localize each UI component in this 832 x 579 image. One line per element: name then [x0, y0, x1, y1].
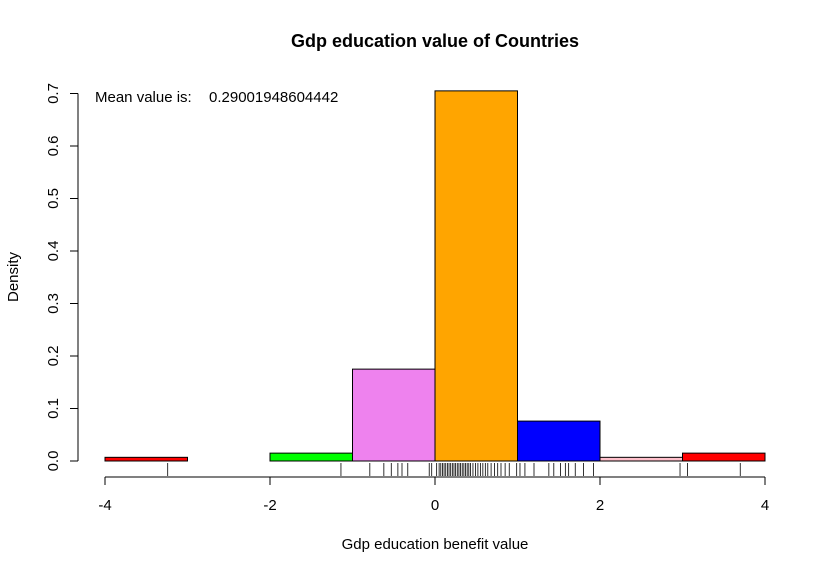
x-axis: -4 -2 0 2 4	[98, 477, 769, 514]
mean-annotation-value: 0.29001948604442	[209, 89, 338, 106]
chart-title: Gdp education value of Countries	[291, 31, 579, 51]
y-tick-label: 0.5	[45, 188, 62, 209]
x-axis-label: Gdp education benefit value	[342, 536, 529, 553]
y-tick-label: 0.3	[45, 293, 62, 314]
y-axis: 0.0 0.1 0.2 0.3 0.4 0.5 0.6 0.7	[45, 83, 78, 471]
histogram-bar-3	[270, 453, 353, 461]
bars-layer	[105, 91, 765, 461]
x-tick-label: -4	[98, 497, 111, 514]
histogram-bar-7	[600, 457, 683, 461]
histogram-bar-6	[518, 421, 601, 461]
x-tick-label: -2	[263, 497, 276, 514]
histogram-bar-8	[683, 453, 766, 461]
mean-annotation-label: Mean value is:	[95, 89, 192, 106]
y-tick-label: 0.2	[45, 346, 62, 367]
y-tick-label: 0.0	[45, 451, 62, 472]
histogram-bar-1	[105, 457, 188, 461]
y-tick-label: 0.6	[45, 136, 62, 157]
histogram-bar-5	[435, 91, 518, 461]
rug-layer	[168, 463, 741, 476]
x-tick-label: 2	[596, 497, 604, 514]
y-tick-label: 0.7	[45, 83, 62, 104]
y-tick-label: 0.1	[45, 398, 62, 419]
x-tick-label: 4	[761, 497, 769, 514]
x-tick-label: 0	[431, 497, 439, 514]
y-axis-label: Density	[5, 251, 22, 302]
y-tick-label: 0.4	[45, 241, 62, 262]
histogram-bar-4	[353, 369, 436, 461]
